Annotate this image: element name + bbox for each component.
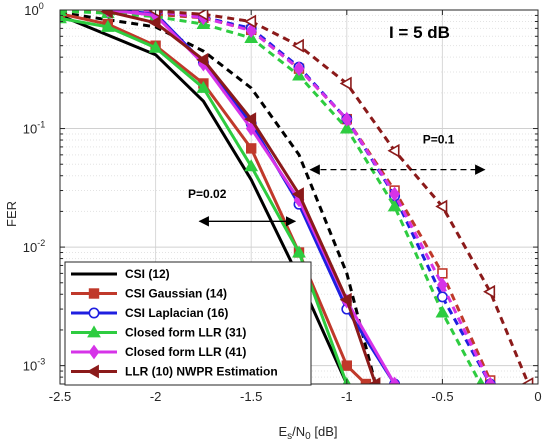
series-llr-10-nwpr-estimation xyxy=(100,10,381,384)
series-dashed-1 xyxy=(60,11,377,384)
series-closed-form-llr-31- xyxy=(60,11,351,384)
data-point xyxy=(148,40,163,53)
data-point xyxy=(100,19,115,32)
data-point xyxy=(292,245,306,258)
data-point xyxy=(148,15,161,30)
legend-entry: CSI (12) xyxy=(71,267,170,281)
data-point xyxy=(196,80,211,93)
y-tick-label: 10-2 xyxy=(23,238,45,255)
data-point xyxy=(246,143,257,154)
legend-box xyxy=(64,261,312,386)
data-point xyxy=(387,199,402,212)
data-point xyxy=(339,76,352,91)
data-point xyxy=(389,376,400,384)
x-tick-label: -1 xyxy=(341,389,353,404)
data-point xyxy=(368,377,381,384)
data-point xyxy=(88,307,100,319)
series-line xyxy=(60,10,492,382)
data-point xyxy=(88,344,100,360)
data-point xyxy=(389,186,400,202)
data-point xyxy=(339,121,354,134)
data-point xyxy=(86,364,99,379)
legend-entry: CSI Gaussian (14) xyxy=(71,287,227,301)
legend-label: Closed form LLR (41) xyxy=(125,345,246,359)
series-dashed-11 xyxy=(148,10,534,384)
data-point xyxy=(293,61,305,77)
x-tick-label: -2 xyxy=(150,389,162,404)
legend-label: Closed form LLR (31) xyxy=(125,326,246,340)
data-point xyxy=(341,111,353,127)
data-point xyxy=(291,38,304,53)
x-tick-label: -1.5 xyxy=(240,389,262,404)
x-axis-label: Es/N0 [dB] xyxy=(279,424,338,442)
data-point xyxy=(244,14,257,29)
data-point xyxy=(484,376,496,384)
y-tick-label: 100 xyxy=(24,1,43,18)
data-point xyxy=(437,277,448,293)
data-point xyxy=(87,325,101,338)
x-tick-label: 0 xyxy=(534,389,541,404)
data-point xyxy=(339,292,352,307)
series-line xyxy=(60,12,367,384)
data-point xyxy=(196,10,209,22)
data-point xyxy=(245,23,257,39)
data-point xyxy=(435,199,448,214)
data-point xyxy=(476,376,485,384)
annotation-text: I = 5 dB xyxy=(389,23,450,42)
data-point xyxy=(387,143,400,158)
legend-entry: Closed form LLR (41) xyxy=(71,344,246,360)
data-point xyxy=(196,52,209,67)
data-point xyxy=(88,288,100,299)
annotations: I = 5 dB P=0.1 P=0.02 xyxy=(188,23,486,227)
legend-entry: LLR (10) NWPR Estimation xyxy=(71,365,278,379)
annotation-text: P=0.02 xyxy=(188,187,227,201)
legend-label: LLR (10) NWPR Estimation xyxy=(125,365,278,379)
data-point xyxy=(436,291,448,303)
data-point xyxy=(291,187,304,201)
data-point xyxy=(435,305,450,318)
data-point xyxy=(148,10,161,18)
legend: CSI (12) CSI Gaussian (14) CSI Laplacian (… xyxy=(64,261,312,386)
data-point xyxy=(341,360,352,371)
annotation-text: P=0.1 xyxy=(423,132,455,146)
data-point xyxy=(100,10,113,19)
legend-entry: Closed form LLR (31) xyxy=(71,325,246,340)
data-point xyxy=(244,112,257,127)
legend-label: CSI (12) xyxy=(125,267,170,281)
data-point xyxy=(483,284,496,299)
data-point xyxy=(521,377,534,384)
series-line xyxy=(60,11,377,384)
legend-label: CSI Laplacian (16) xyxy=(125,306,228,320)
x-tick-label: -0.5 xyxy=(431,389,453,404)
data-point xyxy=(360,378,372,384)
legend-entry: CSI Laplacian (16) xyxy=(71,306,228,320)
legend-label: CSI Gaussian (14) xyxy=(125,287,227,301)
y-axis-label: FER xyxy=(4,201,19,227)
data-point xyxy=(244,159,259,172)
y-tick-label: 10-1 xyxy=(23,120,45,137)
x-tick-label: -2.5 xyxy=(49,389,71,404)
y-tick-label: 10-3 xyxy=(23,357,45,374)
